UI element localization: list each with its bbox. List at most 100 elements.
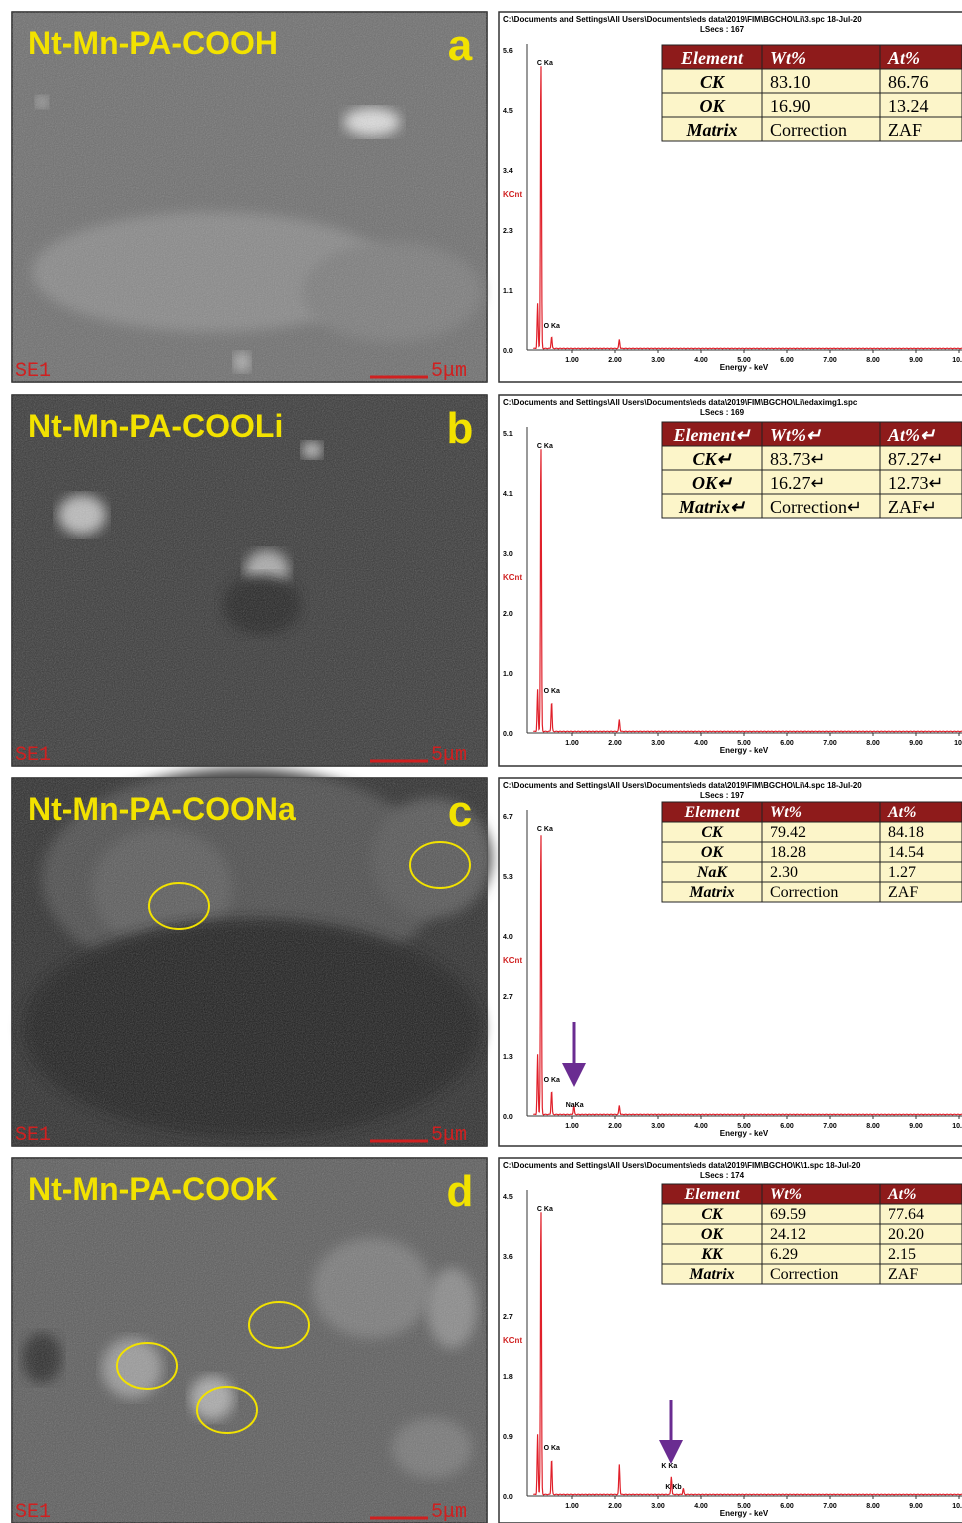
y-tick-label: 5.3 [503,874,513,881]
table-text: 79.42 [770,824,806,841]
x-tick-label: 3.00 [651,1123,665,1130]
table-header: Element [683,804,740,821]
y-tick-label: 1.1 [503,288,513,295]
table-cell [879,116,962,142]
table-text: CK↵ [692,449,732,469]
y-axis-label: KCnt [503,956,522,965]
table-cell [661,68,763,94]
sem-image [11,1157,488,1523]
eds-spectrum: C:\Documents and Settings\All Users\Docu… [498,394,962,767]
table-text: KK [700,1246,724,1263]
x-tick-label: 6.00 [780,1123,794,1130]
scale-label: 5μm [431,360,467,383]
table-text: NaK [696,864,729,881]
x-tick-label: 6.00 [780,357,794,364]
x-axis-label: Energy - keV [720,746,769,755]
x-tick-label: 2.00 [608,740,622,747]
file-path: C:\Documents and Settings\All Users\Docu… [503,15,862,24]
table-text: ZAF [888,1266,918,1283]
table-text: CK [701,1206,724,1223]
x-tick-label: 3.00 [651,1503,665,1510]
table-text: 16.27↵ [770,473,826,493]
spectrum-trace [533,66,962,350]
x-tick-label: 6.00 [780,1503,794,1510]
table-cell [879,445,962,471]
y-tick-label: 0.0 [503,1494,513,1501]
panel: Nt-Mn-PA-COOH a SE1 5μm C:\Documents and Set… [11,11,962,383]
x-tick-label: 10.0 [952,357,962,364]
table-text: 87.27↵ [888,449,944,469]
highlight-circle [116,1342,178,1390]
scale-label: 5μm [431,1124,467,1147]
x-tick-label: 3.00 [651,357,665,364]
sample-label: Nt-Mn-PA-COOH [28,25,278,61]
x-tick-label: 6.00 [780,740,794,747]
y-tick-label: 3.6 [503,1254,513,1261]
table-text: Correction [770,884,838,901]
table-header: At%↵ [887,425,936,445]
x-tick-label: 10.0 [952,1503,962,1510]
x-tick-label: 5.00 [737,1503,751,1510]
y-tick-label: 2.7 [503,994,513,1001]
file-path: C:\Documents and Settings\All Users\Docu… [503,781,862,790]
table-cell [661,92,763,118]
highlight-circle [409,841,471,889]
table-text: Matrix [688,1266,734,1283]
table-cell [879,469,962,495]
y-tick-label: 2.3 [503,228,513,235]
table-text: ZAF [888,120,922,140]
table-cell [879,881,962,903]
spectrum-trace [533,449,962,733]
x-tick-label: 4.00 [694,1503,708,1510]
panel-letter: c [448,787,472,836]
x-tick-label: 8.00 [866,1503,880,1510]
x-tick-label: 5.00 [737,740,751,747]
spectrum-trace [533,1212,962,1496]
sem-noise [12,395,487,766]
table-text: 83.73↵ [770,449,826,469]
eds-spectrum: C:\Documents and Settings\All Users\Docu… [498,11,962,383]
live-seconds: LSecs : 167 [700,25,745,34]
table-text: OK [701,844,725,861]
table-text: ZAF [888,884,918,901]
detector-label: SE1 [15,360,51,383]
sem-image [11,768,492,1147]
table-text: 84.18 [888,824,924,841]
y-tick-label: 4.5 [503,1194,513,1201]
x-tick-label: 10. [954,740,962,747]
table-text: Matrix↵ [678,497,746,517]
file-path: C:\Documents and Settings\All Users\Docu… [503,398,858,407]
y-tick-label: 5.6 [503,48,513,55]
peak-label: K Kb [665,1484,681,1491]
detector-label: SE1 [15,1124,51,1147]
table-text: 13.24 [888,96,929,116]
peak-label: O Ka [544,1077,560,1084]
highlight-circle [148,882,210,930]
x-tick-label: 7.00 [823,1503,837,1510]
highlight-circle [196,1386,258,1434]
table-header: Wt%↵ [770,425,822,445]
table-text: Correction↵ [770,497,862,517]
x-tick-label: 2.00 [608,1503,622,1510]
table-cell [761,493,881,519]
y-tick-label: 3.4 [503,168,513,175]
table-text: 16.90 [770,96,811,116]
x-tick-label: 4.00 [694,357,708,364]
x-tick-label: 1.00 [565,1503,579,1510]
table-cell [661,445,763,471]
y-tick-label: 4.0 [503,934,513,941]
peak-label: NaKa [566,1102,584,1109]
panel-letter: d [447,1167,474,1216]
x-tick-label: 5.00 [737,357,751,364]
table-cell [761,469,881,495]
detector-label: SE1 [15,1501,51,1523]
peak-label: C Ka [537,443,553,450]
table-text: 12.73↵ [888,473,944,493]
peak-label: O Ka [544,688,560,695]
table-text: 20.20 [888,1226,924,1243]
y-tick-label: 0.0 [503,348,513,355]
x-tick-label: 8.00 [866,1123,880,1130]
scale-label: 5μm [431,744,467,767]
sample-label: Nt-Mn-PA-COONa [28,791,296,827]
table-text: 18.28 [770,844,806,861]
